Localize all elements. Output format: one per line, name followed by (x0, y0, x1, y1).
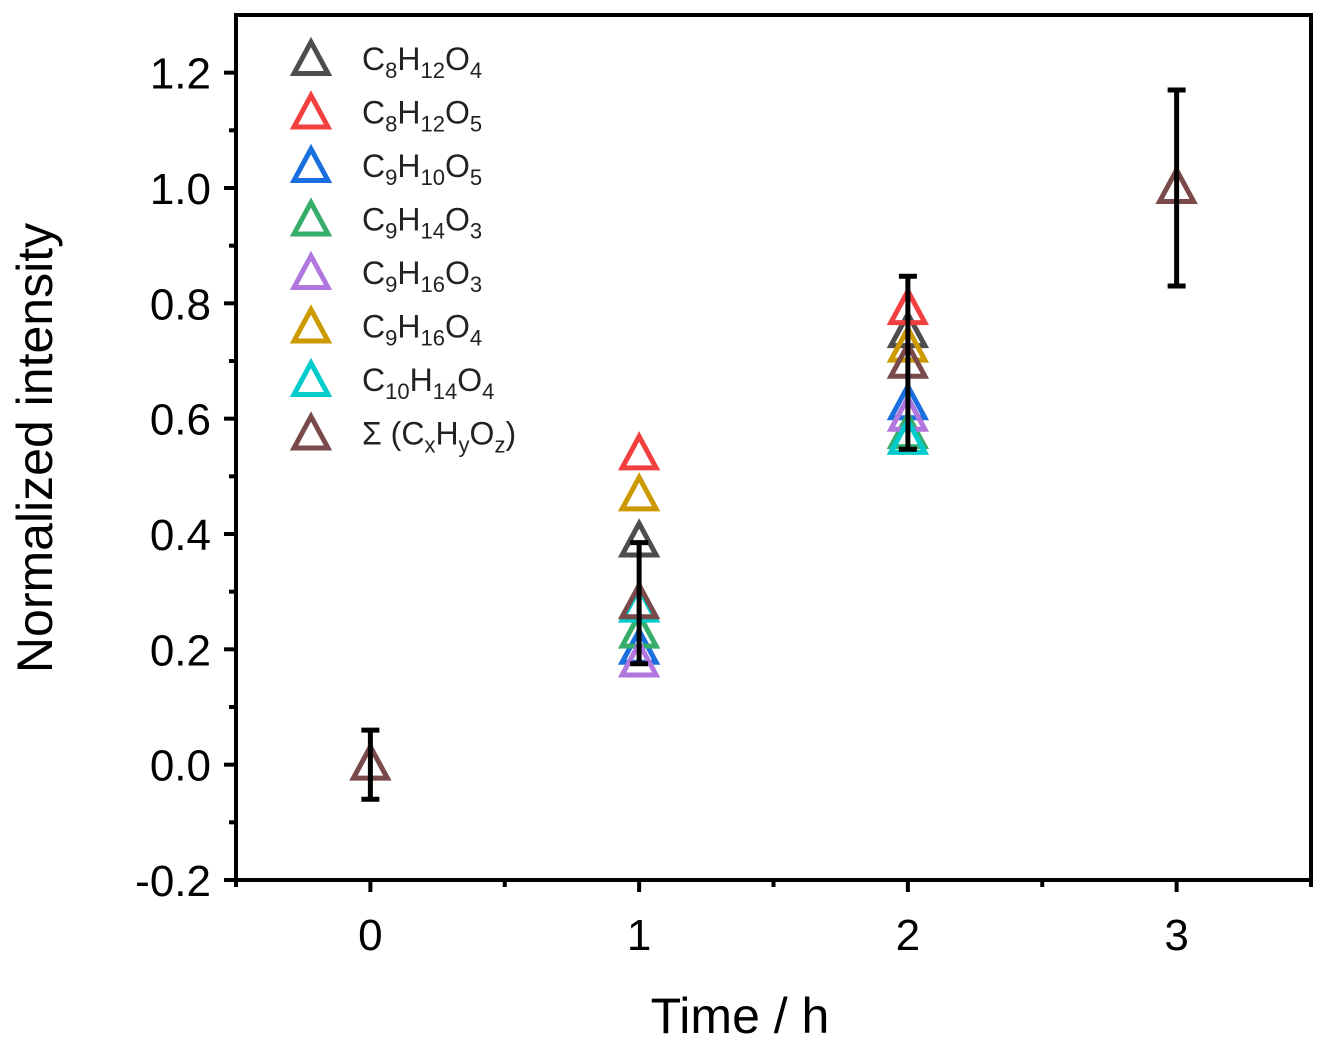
legend-subscript: 3 (470, 272, 482, 297)
y-tick-label: 0.6 (150, 396, 211, 445)
legend-text: H (435, 416, 458, 452)
legend-text: H (397, 148, 420, 184)
y-tick-label: 0.8 (150, 280, 211, 329)
x-axis-label: Time / h (651, 988, 830, 1044)
y-tick-label: -0.2 (135, 857, 211, 906)
legend-subscript: z (494, 433, 505, 458)
data-point (617, 638, 661, 678)
legend-subscript: 8 (385, 58, 397, 83)
data-point (617, 431, 661, 471)
legend-text: ) (505, 416, 516, 452)
legend-text: O (445, 255, 470, 291)
legend-subscript: 9 (385, 165, 397, 190)
legend-label: C8H12O5 (362, 95, 482, 137)
legend-text: O (445, 148, 470, 184)
legend-subscript: 9 (385, 326, 397, 351)
legend-marker (289, 143, 333, 183)
legend-text: C (362, 309, 385, 345)
legend-subscript: 8 (385, 112, 397, 137)
legend-text: C (362, 41, 385, 77)
legend-subscript: 9 (385, 219, 397, 244)
legend-text: C (362, 362, 385, 398)
legend-text: H (397, 95, 420, 131)
legend-text: O (445, 202, 470, 238)
legend-text: H (397, 309, 420, 345)
legend-subscript: 12 (420, 58, 444, 83)
x-tick-label: 0 (358, 911, 382, 960)
legend-subscript: 4 (470, 58, 482, 83)
legend-text: C (362, 95, 385, 131)
legend-subscript: 16 (420, 272, 444, 297)
legend-label: C9H14O3 (362, 202, 482, 244)
legend-text: Σ (C (362, 416, 424, 452)
y-tick-label: 0.2 (150, 626, 211, 675)
legend-text: H (397, 255, 420, 291)
x-tick-label: 2 (896, 911, 920, 960)
legend-text: O (445, 309, 470, 345)
data-point (617, 472, 661, 512)
legend-marker (289, 411, 333, 451)
legend-label: C10H14O4 (362, 362, 494, 404)
data-point (886, 415, 930, 455)
legend-text: H (410, 362, 433, 398)
legend-label: C9H10O5 (362, 148, 482, 190)
legend-text: O (457, 362, 482, 398)
legend-label: C9H16O4 (362, 309, 482, 351)
legend-subscript: 4 (482, 379, 494, 404)
legend-text: C (362, 148, 385, 184)
legend-marker (289, 197, 333, 237)
legend-marker (289, 36, 333, 76)
y-tick-label: 0.0 (150, 742, 211, 791)
legend-text: O (470, 416, 495, 452)
legend-subscript: 14 (420, 219, 444, 244)
axes: 0 1 2 3-0.20.00.20.40.60.81.01.2 (135, 13, 1313, 960)
legend-subscript: 9 (385, 272, 397, 297)
legend-subscript: 12 (420, 112, 444, 137)
y-tick-label: 1.2 (150, 50, 211, 99)
legend-subscript: 16 (420, 326, 444, 351)
y-axis-label: Normalized intensity (7, 223, 63, 673)
legend-label: Σ (CxHyOz) (362, 416, 516, 458)
legend: C8H12O4C8H12O5C9H10O5C9H14O3C9H16O3C9H16… (289, 36, 516, 458)
legend-label: C9H16O3 (362, 255, 482, 297)
legend-subscript: 3 (470, 219, 482, 244)
legend-marker (289, 250, 333, 290)
y-tick-label: 0.4 (150, 511, 211, 560)
legend-subscript: y (459, 433, 470, 458)
data-marks (349, 87, 1198, 802)
legend-subscript: 10 (420, 165, 444, 190)
legend-text: C (362, 202, 385, 238)
x-tick-label: 3 (1164, 911, 1188, 960)
legend-text: O (445, 41, 470, 77)
legend-text: H (397, 41, 420, 77)
legend-marker (289, 304, 333, 344)
legend-text: C (362, 255, 385, 291)
legend-subscript: 4 (470, 326, 482, 351)
legend-marker (289, 357, 333, 397)
legend-subscript: 14 (433, 379, 457, 404)
x-tick-label: 1 (627, 911, 651, 960)
y-tick-label: 1.0 (150, 165, 211, 214)
legend-subscript: 10 (385, 379, 409, 404)
legend-subscript: 5 (470, 165, 482, 190)
legend-marker (289, 90, 333, 130)
legend-text: O (445, 95, 470, 131)
legend-text: H (397, 202, 420, 238)
legend-subscript: x (424, 433, 435, 458)
legend-subscript: 5 (470, 112, 482, 137)
legend-label: C8H12O4 (362, 41, 482, 83)
